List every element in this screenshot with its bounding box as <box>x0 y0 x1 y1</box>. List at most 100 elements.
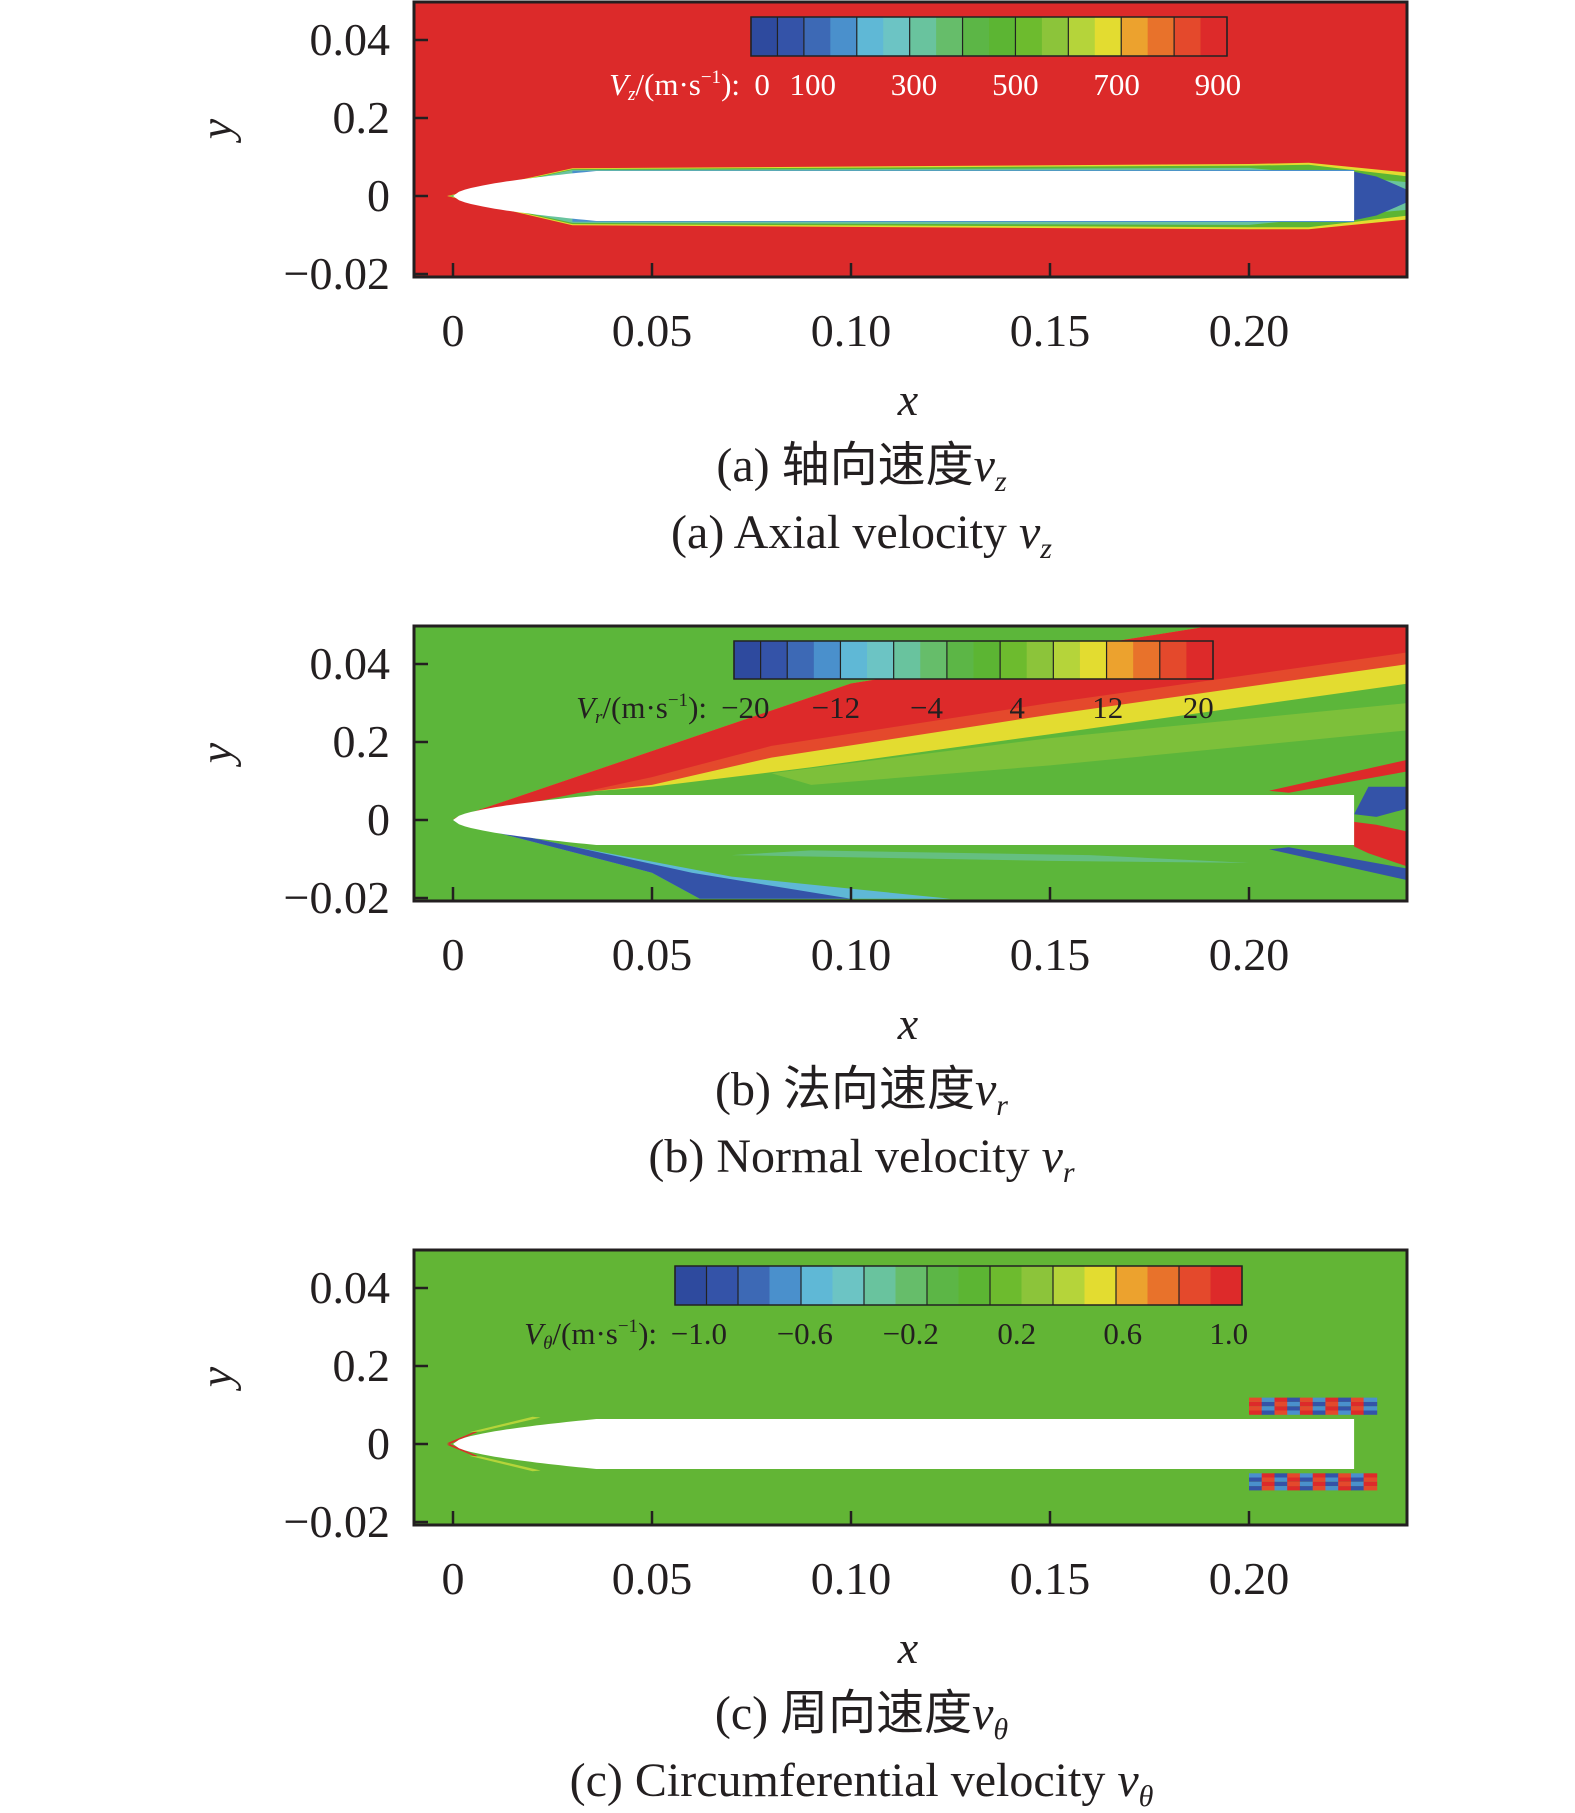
colorbar-labels: Vθ/(m·s−1): −1.0 −0.6 −0.2 0.2 0.6 1.0 <box>524 1316 1248 1354</box>
nose-red-edge <box>447 1444 477 1458</box>
colorbar-cell <box>787 641 815 679</box>
colorbar-title: Vθ/(m·s−1): <box>524 1316 657 1354</box>
base-turbulence-cell <box>1249 1473 1263 1478</box>
colorbar-cell <box>1186 641 1214 679</box>
base-turbulence-cell <box>1249 1486 1263 1491</box>
base-turbulence-cell <box>1325 1473 1339 1478</box>
base-turbulence-cell <box>1261 1486 1276 1491</box>
x-axis-label: x <box>897 1622 919 1673</box>
nose-yellow-edge <box>468 1416 541 1433</box>
colorbar-unit-exp: −1 <box>617 1316 639 1337</box>
caption-var-sub: z <box>1040 532 1052 565</box>
y-axis-label: y <box>190 742 242 764</box>
colorbar-cell <box>1079 641 1108 679</box>
y-axis-label: y <box>190 1366 242 1388</box>
base-turbulence-cell <box>1363 1481 1378 1487</box>
x-tick-label: 0.20 <box>1208 1553 1290 1604</box>
colorbar-cell <box>1179 1266 1211 1305</box>
base-turbulence-cell <box>1299 1406 1314 1411</box>
base-turbulence-cell <box>1350 1406 1365 1411</box>
colorbar-tick-label: −0.2 <box>882 1316 939 1351</box>
base-turbulence-cell <box>1338 1481 1352 1487</box>
base-turbulence-cell <box>1350 1401 1365 1407</box>
colorbar-cell <box>813 641 841 679</box>
colorbar-cell <box>1026 641 1054 679</box>
colorbar-cell <box>1133 641 1161 679</box>
base-turbulence-cell <box>1363 1410 1378 1415</box>
colorbar-cell <box>738 1266 770 1305</box>
base-turbulence-cell <box>1325 1401 1339 1407</box>
x-tick-label: 0.15 <box>1009 929 1091 980</box>
colorbar-cell <box>1106 641 1134 679</box>
colorbar-unit-exp: −1 <box>700 67 722 88</box>
colorbar-cell <box>769 1266 802 1305</box>
colorbar-cell <box>801 1266 833 1305</box>
colorbar-cell <box>895 1266 928 1305</box>
colorbar-cell <box>936 17 964 56</box>
colorbar-cell <box>867 641 895 679</box>
base-turbulence-cell <box>1325 1477 1339 1482</box>
colorbar-cell <box>1121 17 1149 56</box>
colorbar-var: V <box>524 1316 544 1351</box>
caption-cn: (c) 周向速度vθ <box>74 1688 1575 1745</box>
x-tick-label: 0 <box>441 1553 465 1604</box>
base-turbulence-cell <box>1287 1473 1301 1478</box>
base-turbulence-cell <box>1312 1406 1327 1411</box>
base-turbulence-cell <box>1299 1473 1314 1478</box>
axes-frame <box>412 0 1409 279</box>
colorbar-tick-label: 300 <box>890 67 938 102</box>
base-turbulence-cell <box>1274 1401 1288 1407</box>
caption-var: v <box>1018 506 1041 559</box>
caption-text: (b) 法向速度 <box>715 1063 975 1116</box>
colorbar-tick-label: 500 <box>992 67 1039 102</box>
base-turbulence-cell <box>1249 1410 1263 1415</box>
y-tick-label: 0.04 <box>309 1262 391 1313</box>
base-turbulence-cell <box>1299 1481 1314 1487</box>
x-tick-label: 0.05 <box>611 929 693 980</box>
colorbar-cell <box>989 17 1016 56</box>
colorbar-cell <box>760 641 788 679</box>
colorbar-labels: Vz/(m·s−1): 0 100 300 500 700 900 <box>609 67 1241 105</box>
base-turbulence-cell <box>1312 1397 1327 1402</box>
colorbar-cell <box>675 1266 707 1305</box>
caption-var-sub: θ <box>993 1713 1009 1746</box>
x-tick-label: 0.05 <box>611 1553 693 1604</box>
caption-cn: (b) 法向速度vr <box>74 1063 1575 1121</box>
base-turbulence-cell <box>1350 1481 1365 1487</box>
contour-field <box>412 0 1409 279</box>
caption-en: (b) Normal velocity vr <box>74 1131 1575 1188</box>
base-turbulence-cell <box>1325 1397 1339 1402</box>
y-tick-label: 0.04 <box>309 638 391 689</box>
base-turbulence-cell <box>1274 1477 1288 1482</box>
colorbar-tick-label: 900 <box>1194 67 1242 102</box>
base-turbulence-cell <box>1274 1397 1288 1402</box>
colorbar-cell <box>1068 17 1096 56</box>
colorbar-tick-label: −1.0 <box>670 1316 727 1351</box>
colorbar-cell <box>1159 641 1187 679</box>
colorbar-cell <box>777 17 805 56</box>
colorbar-tick-label: −12 <box>811 690 861 725</box>
colorbar-frame <box>674 1265 1243 1306</box>
colorbar-cell <box>893 641 921 679</box>
base-turbulence-cell <box>1325 1406 1339 1411</box>
colorbar-frame <box>733 640 1214 680</box>
colorbar-tick-label: 700 <box>1093 67 1140 102</box>
base-turbulence-cell <box>1287 1397 1301 1402</box>
colorbar-cell <box>973 641 1001 679</box>
base-turbulence-cell <box>1274 1481 1288 1487</box>
base-turbulence-cell <box>1287 1481 1301 1487</box>
colorbar-cell <box>927 1266 959 1305</box>
y-tick-label: −0.02 <box>283 248 390 299</box>
y-tick-label: 0 <box>367 794 390 845</box>
colorbar-unit-exp: −1 <box>667 690 689 711</box>
contour-field <box>412 624 1409 903</box>
y-tick-label: 0.2 <box>332 1340 391 1391</box>
colorbar-cell <box>962 17 990 56</box>
colorbar-cell <box>864 1266 896 1305</box>
colorbar-tick-label: −4 <box>910 690 943 725</box>
caption-var: v <box>973 439 995 492</box>
colorbar-unit-close: ): <box>638 1316 657 1351</box>
colorbar-tick-label: −0.6 <box>776 1316 833 1351</box>
y-axis-label: y <box>190 118 242 140</box>
base-turbulence-cell <box>1312 1401 1327 1407</box>
